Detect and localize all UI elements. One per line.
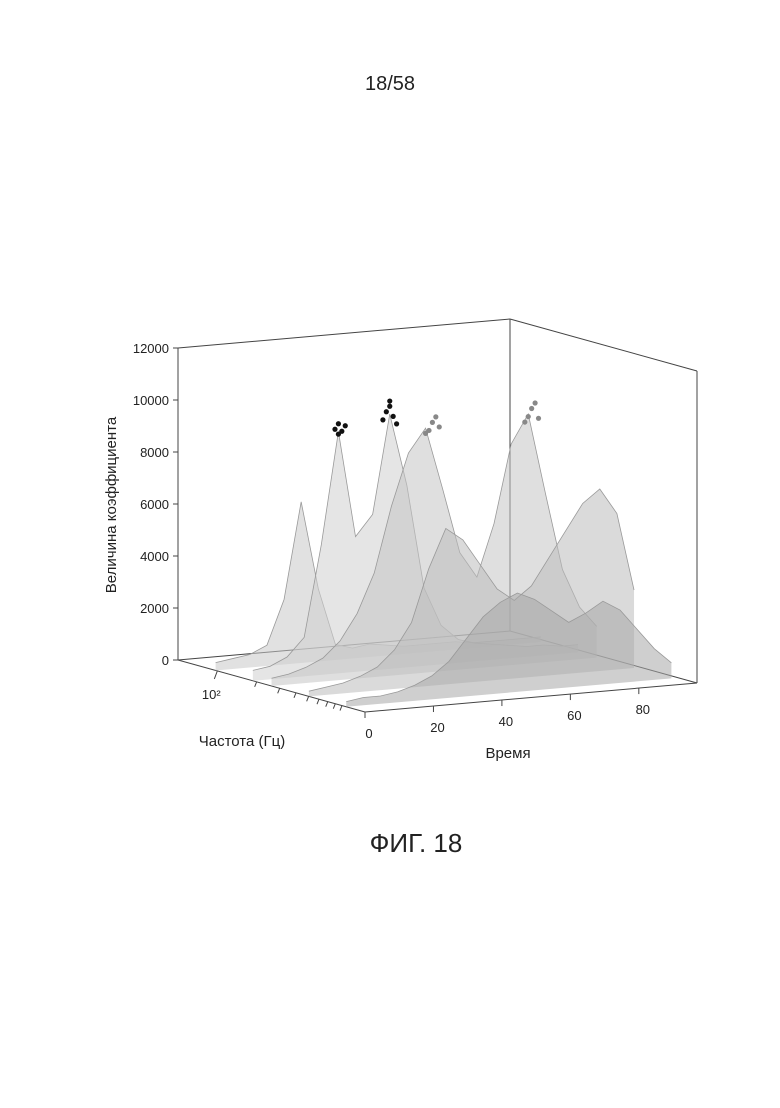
peak-point [532, 400, 537, 405]
box-edge [510, 319, 697, 371]
plot: 0 2000 4000 6000 8000 10000 12000 0 20 40 60 80 10² [133, 319, 697, 741]
page: 18/58 ФИГ. 18 Величина коэффициента Част… [0, 0, 780, 1103]
f-minor-tick [333, 704, 335, 709]
z-tick-label: 6000 [140, 497, 169, 512]
peak-point [332, 427, 337, 432]
f-minor-tick [294, 693, 296, 698]
f-minor-tick [278, 688, 280, 693]
x-tick-label: 40 [499, 714, 513, 729]
z-tick-label: 4000 [140, 549, 169, 564]
x-tick-label: 80 [636, 702, 650, 717]
peak-point [526, 414, 531, 419]
x-tick-label: 20 [430, 720, 444, 735]
peak-point [336, 432, 341, 437]
peak-point [529, 406, 534, 411]
f-minor-tick [255, 682, 257, 687]
caption: ФИГ. 18 [370, 828, 463, 858]
f-minor-tick [317, 699, 319, 704]
peak-point [387, 404, 392, 409]
peak-point [380, 417, 385, 422]
z-tick-label: 8000 [140, 445, 169, 460]
f-minor-tick [340, 706, 342, 711]
peak-point [394, 421, 399, 426]
peak-point [437, 424, 442, 429]
page-number: 18/58 [365, 73, 415, 95]
peak-point [433, 414, 438, 419]
box-edge [178, 319, 510, 348]
peak-point [343, 423, 348, 428]
x-axis-label: Время [485, 745, 530, 762]
peak-point [536, 416, 541, 421]
peak-point [387, 398, 392, 403]
f-minor-tick [326, 702, 328, 707]
z-tick-label: 10000 [133, 393, 169, 408]
peak-point [391, 414, 396, 419]
f-tick [214, 671, 217, 679]
f-minor-tick [307, 696, 309, 701]
z-tick-label: 0 [162, 653, 169, 668]
peak-point [423, 431, 428, 436]
z-tick-label: 12000 [133, 341, 169, 356]
peak-point [336, 421, 341, 426]
f-tick-label: 10² [202, 687, 221, 702]
z-axis-label: Величина коэффициента [103, 416, 120, 593]
peak-point [384, 409, 389, 414]
z-tick-label: 2000 [140, 601, 169, 616]
x-tick-label: 60 [567, 708, 581, 723]
peak-point [522, 419, 527, 424]
peak-point [430, 420, 435, 425]
x-tick-label: 0 [365, 726, 372, 741]
f-axis-label: Частота (Гц) [199, 733, 285, 750]
